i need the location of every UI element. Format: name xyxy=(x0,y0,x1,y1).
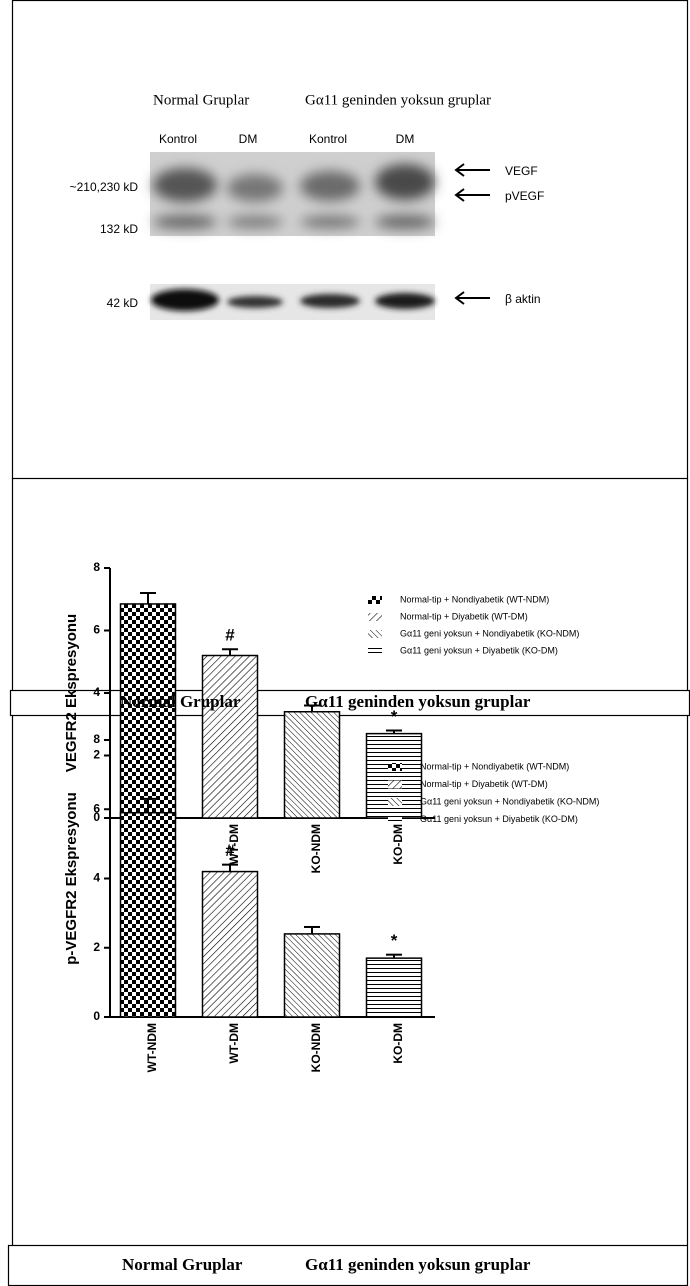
band-label: pVEGF xyxy=(505,189,544,203)
x-tick-label: WT-NDM xyxy=(145,1023,159,1072)
bar xyxy=(121,813,176,1017)
legend-swatch xyxy=(388,816,402,824)
y-tick-label: 6 xyxy=(93,623,100,637)
legend-label: Gα11 geni yoksun + Diyabetik (KO-DM) xyxy=(420,814,578,824)
lane-label: DM xyxy=(396,132,415,146)
bar xyxy=(121,604,176,818)
x-tick-label: KO-DM xyxy=(391,1023,405,1064)
lane-label: Kontrol xyxy=(309,132,347,146)
bar xyxy=(285,712,340,818)
group-label: Normal Gruplar xyxy=(153,92,249,108)
lane-label: DM xyxy=(239,132,258,146)
panel-frame xyxy=(13,1,688,479)
legend-swatch xyxy=(368,596,382,604)
group-label: Normal Gruplar xyxy=(122,1255,243,1274)
western-blot: Normal Gruplar Gα11 geninden yoksun grup… xyxy=(70,92,545,320)
legend-swatch xyxy=(388,763,402,771)
legend-label: Gα11 geni yoksun + Nondiyabetik (KO-NDM) xyxy=(400,628,579,638)
size-label: 132 kD xyxy=(100,222,138,236)
y-tick-label: 6 xyxy=(93,801,100,815)
group-label: Normal Gruplar xyxy=(120,692,241,711)
bar xyxy=(203,656,258,819)
legend-label: Gα11 geni yoksun + Nondiyabetik (KO-NDM) xyxy=(420,796,599,806)
size-label: 42 kD xyxy=(107,296,139,310)
legend-swatch xyxy=(368,647,382,655)
legend-swatch xyxy=(368,630,382,638)
legend-label: Normal-tip + Nondiyabetik (WT-NDM) xyxy=(400,594,549,604)
y-axis-label: VEGFR2 Ekspresyonu xyxy=(63,614,80,772)
legend-label: Normal-tip + Nondiyabetik (WT-NDM) xyxy=(420,761,569,771)
bar xyxy=(203,872,258,1017)
legend-label: Gα11 geni yoksun + Diyabetik (KO-DM) xyxy=(400,645,558,655)
y-tick-label: 8 xyxy=(93,560,100,574)
x-tick-label: WT-DM xyxy=(227,1023,241,1064)
arrows xyxy=(456,164,490,304)
group-label: Gα11 geninden yoksun gruplar xyxy=(305,692,531,711)
bar xyxy=(367,958,422,1017)
legend-label: Normal-tip + Diyabetik (WT-DM) xyxy=(420,779,548,789)
y-tick-label: 0 xyxy=(93,1009,100,1023)
size-label: ~210,230 kD xyxy=(70,180,139,194)
significance-mark: * xyxy=(391,931,398,950)
y-tick-label: 2 xyxy=(93,748,100,762)
x-tick-label: KO-NDM xyxy=(309,824,323,873)
group-label: Gα11 geninden yoksun gruplar xyxy=(305,92,491,108)
legend-swatch xyxy=(368,613,382,621)
legend-label: Normal-tip + Diyabetik (WT-DM) xyxy=(400,611,528,621)
band-label: β aktin xyxy=(505,292,541,306)
y-axis-label: p-VEGFR2 Ekspresyonu xyxy=(63,792,80,965)
band-label: VEGF xyxy=(505,164,538,178)
lane-label: Kontrol xyxy=(159,132,197,146)
figure: Normal Gruplar Gα11 geninden yoksun grup… xyxy=(0,0,690,1286)
legend-swatch xyxy=(388,798,402,806)
x-tick-label: KO-NDM xyxy=(309,1023,323,1072)
y-tick-label: 4 xyxy=(93,685,100,699)
legend-swatch xyxy=(388,781,402,789)
significance-mark: # xyxy=(225,626,235,645)
group-label: Gα11 geninden yoksun gruplar xyxy=(305,1255,531,1274)
x-tick-label: KO-DM xyxy=(391,824,405,865)
significance-mark: # xyxy=(225,841,235,860)
y-tick-label: 8 xyxy=(93,732,100,746)
y-tick-label: 4 xyxy=(93,871,100,885)
bar xyxy=(285,934,340,1017)
y-tick-label: 2 xyxy=(93,940,100,954)
